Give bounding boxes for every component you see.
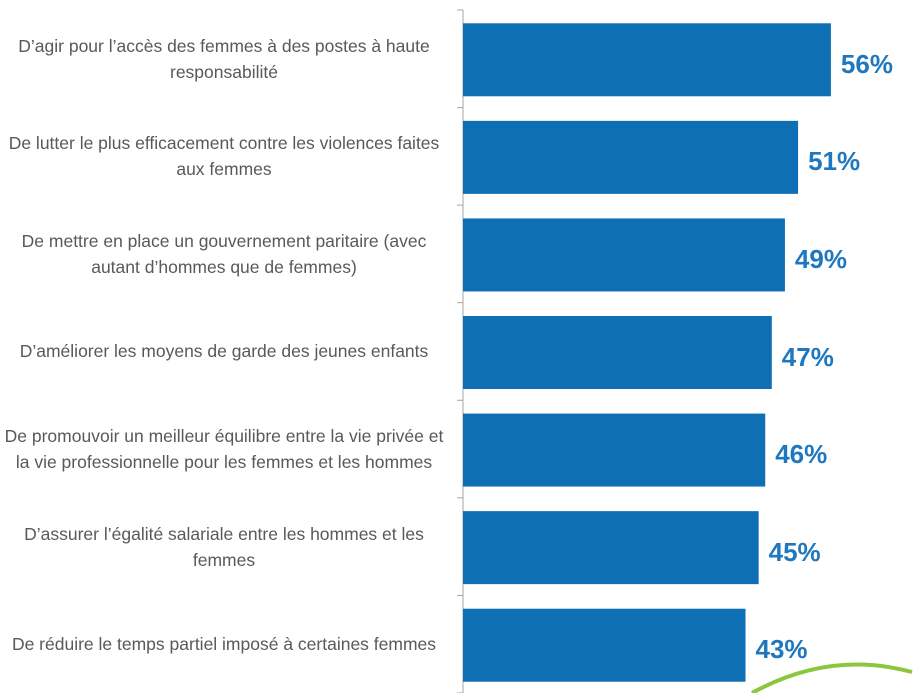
category-label: D’agir pour l’accès des femmes à des pos… [18,35,430,82]
bar [463,608,746,682]
category-label: D’améliorer les moyens de garde des jeun… [19,341,429,362]
bar [463,413,766,487]
category-label: De réduire le temps partiel imposé à cer… [11,634,437,655]
value-label: 45% [768,536,821,567]
value-label: 46% [775,439,828,470]
value-label: 51% [808,146,861,177]
bar [463,316,772,389]
value-label: 43% [755,634,808,665]
logo-arc [751,662,913,693]
category-label: D’assurer l’égalité salariale entre les … [24,523,424,570]
category-label: De promouvoir un meilleur équilibre entr… [4,426,444,473]
category-label: De mettre en place un gouvernement parit… [21,230,427,277]
bar [463,218,785,292]
value-label: 47% [781,341,834,372]
value-label: 56% [840,48,893,79]
bar [463,120,799,194]
category-label: De lutter le plus efficacement contre le… [8,133,440,180]
value-label: 49% [794,243,847,274]
bar [463,511,759,585]
bar [463,23,831,97]
